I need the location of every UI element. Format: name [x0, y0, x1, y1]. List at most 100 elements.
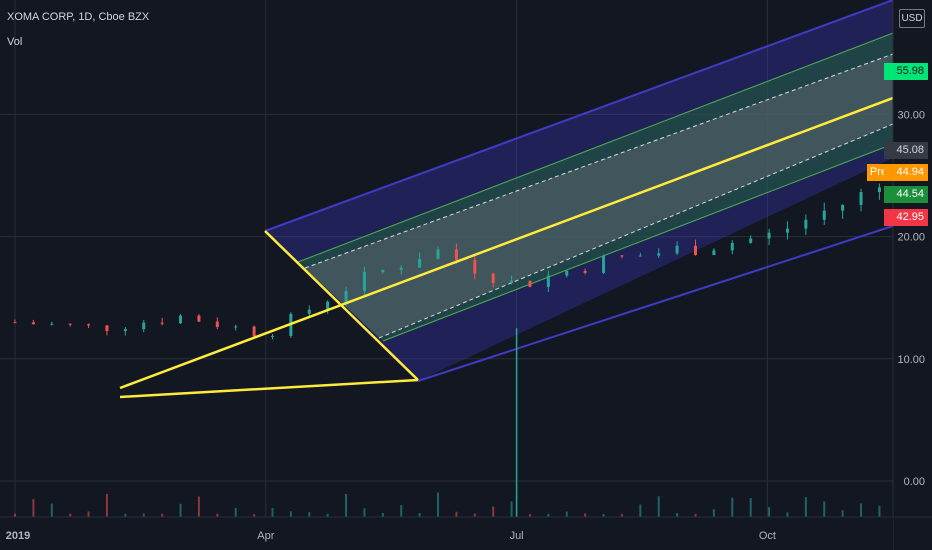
volume-bars [14, 328, 918, 517]
green-lower-line [382, 143, 894, 342]
volume-bar [400, 505, 403, 517]
candle-body [179, 315, 183, 324]
volume-bar [161, 513, 164, 517]
candle-body [712, 250, 716, 256]
volume-bar [694, 513, 697, 517]
volume-bar [823, 501, 826, 517]
volume-bar [786, 512, 789, 517]
y-tick-label: 30.00 [897, 109, 925, 121]
volume-bar [657, 496, 660, 517]
volume-bar [455, 511, 458, 517]
candle-body [841, 204, 845, 211]
volume-bar [363, 508, 366, 517]
premarket-price-badge: 44.94 [884, 164, 928, 181]
volume-bar [492, 506, 495, 517]
volume-label[interactable]: Vol [7, 36, 23, 48]
candle-body [436, 249, 440, 259]
candle-body [694, 245, 698, 256]
target-price-badge: 55.98 [884, 63, 928, 80]
last-price-badge: 45.08 [884, 142, 928, 159]
volume-bar [878, 505, 881, 517]
candle-body [50, 323, 54, 325]
candle-body [270, 335, 274, 337]
candle-body [399, 267, 403, 270]
inner-upper-dashed [304, 53, 894, 269]
candle-body [859, 192, 863, 205]
volume-bar [216, 513, 219, 517]
inner-lower-dashed [378, 123, 894, 339]
symbol-title[interactable]: XOMA CORP, 1D, Cboe BZX [7, 11, 150, 23]
x-tick-label: Oct [759, 530, 776, 542]
volume-bar [768, 507, 771, 517]
time-axis-bg [0, 517, 893, 550]
pitchfork-lines [119, 96, 894, 399]
candle-body [473, 259, 477, 274]
candle-body [565, 270, 569, 276]
green-channel-fill [298, 33, 893, 341]
x-tick-label: Apr [257, 530, 274, 542]
volume-bar [197, 496, 200, 517]
inner-channel-fill [305, 54, 893, 338]
volume-bar [841, 510, 844, 517]
volume-bar [14, 513, 16, 517]
candle-body [307, 309, 311, 314]
outer-upper-line [264, 0, 894, 232]
time-axis: 2019AprJulOct2020AprJulOct2021AprJul [0, 516, 932, 550]
candle-body [510, 280, 514, 284]
volume-bar [234, 507, 237, 517]
volume-bar [308, 512, 311, 517]
candle-body [123, 329, 127, 332]
candle-body [418, 258, 422, 268]
entry-price-badge: 44.54 [884, 186, 928, 203]
candle-body [197, 315, 201, 322]
volume-bar [253, 513, 256, 517]
outer-lower-line [417, 225, 894, 382]
volume-bar [87, 511, 90, 517]
currency-button[interactable]: USD [899, 9, 925, 28]
stop-price-badge: 42.95 [884, 209, 928, 226]
candle-body [31, 322, 35, 325]
volume-bar [584, 513, 587, 517]
candle-body [767, 232, 771, 239]
volume-bar [105, 493, 108, 517]
volume-bar [676, 512, 679, 517]
volume-bar [345, 494, 348, 517]
price-axis-bg [893, 0, 932, 550]
candle-body [215, 321, 219, 328]
volume-bar [289, 511, 292, 517]
candle-body [454, 249, 458, 260]
volume-bar [547, 513, 550, 517]
volume-bar [639, 504, 642, 517]
pitchfork [264, 0, 894, 382]
candle-body [602, 255, 606, 273]
y-tick-label: 0.00 [904, 476, 925, 488]
volume-bar [69, 513, 72, 517]
volume-bar [124, 513, 127, 517]
candle-body [638, 255, 642, 257]
candle-body [142, 322, 146, 330]
candle-body [13, 322, 17, 324]
candle-body [68, 323, 72, 325]
pitchfork-median-line [119, 96, 894, 390]
volume-bar [731, 497, 734, 517]
candle-body [583, 270, 587, 273]
candle-body [252, 326, 256, 337]
candle-body [234, 326, 238, 328]
candle-body [362, 271, 366, 291]
candle-body [822, 210, 826, 220]
volume-bar [50, 503, 53, 517]
candle-body [160, 322, 164, 324]
volume-bar [565, 511, 568, 517]
volume-bar [179, 503, 182, 517]
volume-bar [510, 501, 513, 517]
candle-body [657, 253, 661, 256]
volume-bar [418, 512, 421, 517]
volume-bar [142, 513, 145, 517]
candle-body [749, 238, 753, 243]
volume-bar [381, 512, 384, 517]
candle-body [326, 301, 330, 310]
volume-bar [528, 513, 531, 517]
